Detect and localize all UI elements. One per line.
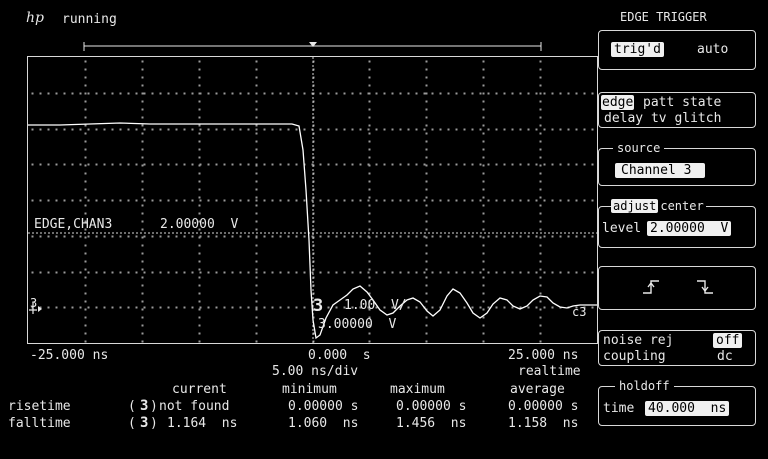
time-center-readout: 0.000 s bbox=[308, 348, 371, 363]
marker-volts-per-div: 1.00 V/ bbox=[344, 298, 407, 313]
coupling-value[interactable]: dc bbox=[717, 349, 733, 364]
graticule-grid bbox=[31, 60, 594, 343]
run-status: running bbox=[62, 12, 117, 27]
measurement-average: 0.00000 s bbox=[508, 399, 579, 414]
measurement-current: 1.164 ns bbox=[167, 416, 238, 431]
rising-edge-icon bbox=[643, 280, 659, 294]
level-label: level bbox=[602, 221, 642, 236]
column-header-current: current bbox=[172, 382, 227, 397]
level-softkey[interactable]: adjust center level 2.00000 V bbox=[598, 199, 756, 248]
graticule-frame bbox=[27, 56, 598, 344]
time-per-div-readout: 5.00 ns/div bbox=[272, 364, 359, 379]
adjust-center[interactable]: center bbox=[660, 199, 704, 213]
channel-3-trace bbox=[28, 122, 597, 340]
measurement-current: not found bbox=[159, 399, 230, 414]
holdoff-legend: holdoff bbox=[615, 379, 674, 393]
measurement-average: 1.158 ns bbox=[508, 416, 579, 431]
holdoff-label: time bbox=[603, 401, 635, 416]
open-paren: ( bbox=[128, 416, 136, 431]
trigger-position-marker bbox=[309, 42, 317, 47]
acquisition-mode: realtime bbox=[518, 364, 581, 379]
adjust-selected[interactable]: adjust bbox=[611, 199, 659, 213]
source-value[interactable]: Channel 3 bbox=[615, 163, 706, 178]
holdoff-softkey[interactable]: holdoff time 40.000 ns bbox=[598, 379, 756, 426]
close-paren: ) bbox=[150, 399, 158, 414]
trigger-type-softkey[interactable]: edge patt state delay tv glitch bbox=[598, 92, 756, 128]
time-left-readout: -25.000 ns bbox=[30, 348, 109, 363]
open-paren: ( bbox=[128, 399, 136, 414]
mode-trigd[interactable]: trig'd bbox=[611, 42, 664, 57]
column-header-maximum: maximum bbox=[390, 382, 445, 397]
measurement-channel: 3 bbox=[140, 398, 149, 414]
type-edge[interactable]: edge bbox=[601, 95, 635, 110]
measurement-minimum: 0.00000 s bbox=[288, 399, 359, 414]
trigger-level-readout: 2.00000 V bbox=[160, 217, 239, 232]
measurement-name: risetime bbox=[8, 399, 71, 414]
noise-rej-value[interactable]: off bbox=[713, 333, 743, 348]
level-value[interactable]: 2.00000 V bbox=[647, 221, 732, 236]
column-header-minimum: minimum bbox=[282, 382, 337, 397]
noise-rej-label: noise rej bbox=[603, 333, 674, 348]
trigger-source-label: EDGE,CHAN3 bbox=[34, 217, 113, 232]
marker-offset: 3.00000 V bbox=[318, 317, 397, 332]
measurement-maximum: 1.456 ns bbox=[396, 416, 467, 431]
source-legend: source bbox=[613, 141, 665, 155]
type-patt-state[interactable]: patt state bbox=[643, 95, 722, 110]
type-delay-tv-glitch[interactable]: delay tv glitch bbox=[604, 111, 722, 126]
measurement-minimum: 1.060 ns bbox=[288, 416, 359, 431]
measurement-channel: 3 bbox=[140, 415, 149, 431]
falling-edge-icon bbox=[697, 280, 713, 294]
marker-channel-number: 3 bbox=[313, 296, 324, 316]
adjust-legend: adjust center bbox=[611, 199, 706, 213]
channel-ground-number: 3 bbox=[30, 296, 38, 310]
close-paren: ) bbox=[150, 416, 158, 431]
coupling-label: coupling bbox=[603, 349, 666, 364]
holdoff-value[interactable]: 40.000 ns bbox=[645, 401, 730, 416]
menu-title: EDGE TRIGGER bbox=[620, 10, 707, 24]
column-header-average: average bbox=[510, 382, 565, 397]
trigger-mode-softkey[interactable]: trig'd auto bbox=[598, 30, 756, 70]
noise-coupling-softkey[interactable]: noise rej off coupling dc bbox=[598, 330, 756, 366]
channel-3-ground-marker bbox=[29, 302, 37, 314]
time-right-readout: 25.000 ns bbox=[508, 348, 579, 363]
measurement-maximum: 0.00000 s bbox=[396, 399, 467, 414]
source-softkey[interactable]: source Channel 3 bbox=[598, 141, 756, 186]
trace-channel-label: c3 bbox=[572, 305, 587, 319]
slope-softkey[interactable] bbox=[598, 266, 756, 310]
measurement-name: falltime bbox=[8, 416, 71, 431]
mode-auto[interactable]: auto bbox=[697, 42, 729, 57]
channel-3-ground-arrow bbox=[38, 306, 42, 312]
hp-logo: hp bbox=[26, 10, 44, 26]
